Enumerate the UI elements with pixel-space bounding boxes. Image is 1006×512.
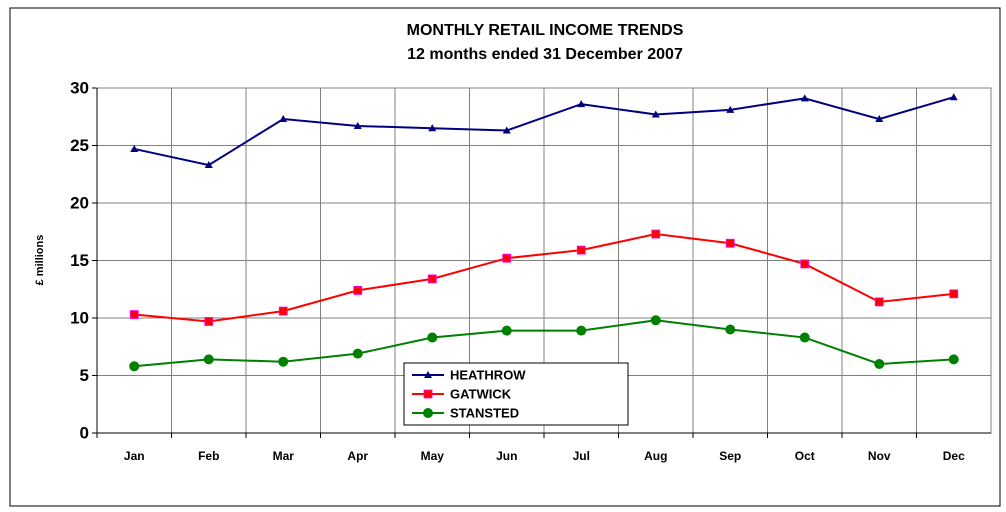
legend-marker <box>423 408 433 418</box>
data-point <box>726 105 735 113</box>
data-point <box>725 238 735 248</box>
x-tick-label: Jul <box>573 449 590 463</box>
data-point <box>352 348 363 359</box>
legend-label: STANSTED <box>450 405 519 420</box>
legend-label: HEATHROW <box>450 367 526 382</box>
x-tick-label: Feb <box>198 449 219 463</box>
data-point <box>203 354 214 365</box>
data-point <box>949 93 958 101</box>
legend-marker <box>423 389 433 399</box>
data-point <box>948 354 959 365</box>
x-tick-label: Sep <box>719 449 741 463</box>
x-tick-label: Jan <box>124 449 145 463</box>
data-point <box>799 332 810 343</box>
x-tick-label: Dec <box>943 449 965 463</box>
chart-subtitle: 12 months ended 31 December 2007 <box>407 46 683 63</box>
y-tick-label: 30 <box>70 78 89 97</box>
y-tick-label: 20 <box>70 193 89 212</box>
data-point <box>129 310 139 319</box>
x-tick-label: Jun <box>496 449 517 463</box>
x-tick-label: May <box>421 449 445 463</box>
legend-label: GATWICK <box>450 386 512 401</box>
data-point <box>204 161 213 169</box>
data-point <box>502 253 512 263</box>
data-point <box>501 325 512 336</box>
data-point <box>875 115 884 123</box>
y-tick-label: 25 <box>70 136 89 155</box>
data-point <box>130 144 139 152</box>
data-point <box>874 359 885 369</box>
data-point <box>353 285 363 295</box>
legend-marker <box>424 371 432 378</box>
y-tick-label: 0 <box>80 423 89 442</box>
data-point <box>577 100 586 108</box>
data-point <box>502 126 511 134</box>
data-point <box>949 289 959 299</box>
y-tick-label: 10 <box>70 308 89 327</box>
data-point <box>576 325 587 336</box>
data-point <box>650 315 661 326</box>
data-point <box>428 124 437 132</box>
data-point <box>279 115 288 123</box>
x-tick-label: Mar <box>273 449 295 463</box>
x-tick-label: Apr <box>347 449 368 463</box>
data-point <box>651 229 661 239</box>
data-point <box>725 324 736 335</box>
data-point <box>427 332 438 343</box>
y-tick-label: 5 <box>80 366 89 385</box>
data-point <box>576 245 586 255</box>
chart-title: MONTHLY RETAIL INCOME TRENDS <box>407 22 684 39</box>
data-point <box>800 94 809 102</box>
y-axis-label: £ millions <box>34 235 46 286</box>
data-point <box>651 110 660 118</box>
x-tick-label: Oct <box>795 449 815 463</box>
series-line <box>134 233 954 323</box>
data-point <box>427 274 437 284</box>
data-point <box>204 317 214 326</box>
data-point <box>800 259 810 269</box>
data-point <box>278 306 288 316</box>
data-point <box>278 356 289 367</box>
data-point <box>874 297 884 307</box>
x-tick-label: Nov <box>868 449 891 463</box>
data-point <box>353 121 362 129</box>
y-tick-label: 15 <box>70 251 89 270</box>
series-line <box>134 319 954 368</box>
data-point <box>129 361 140 372</box>
series-line <box>134 96 955 167</box>
x-tick-label: Aug <box>644 449 667 463</box>
